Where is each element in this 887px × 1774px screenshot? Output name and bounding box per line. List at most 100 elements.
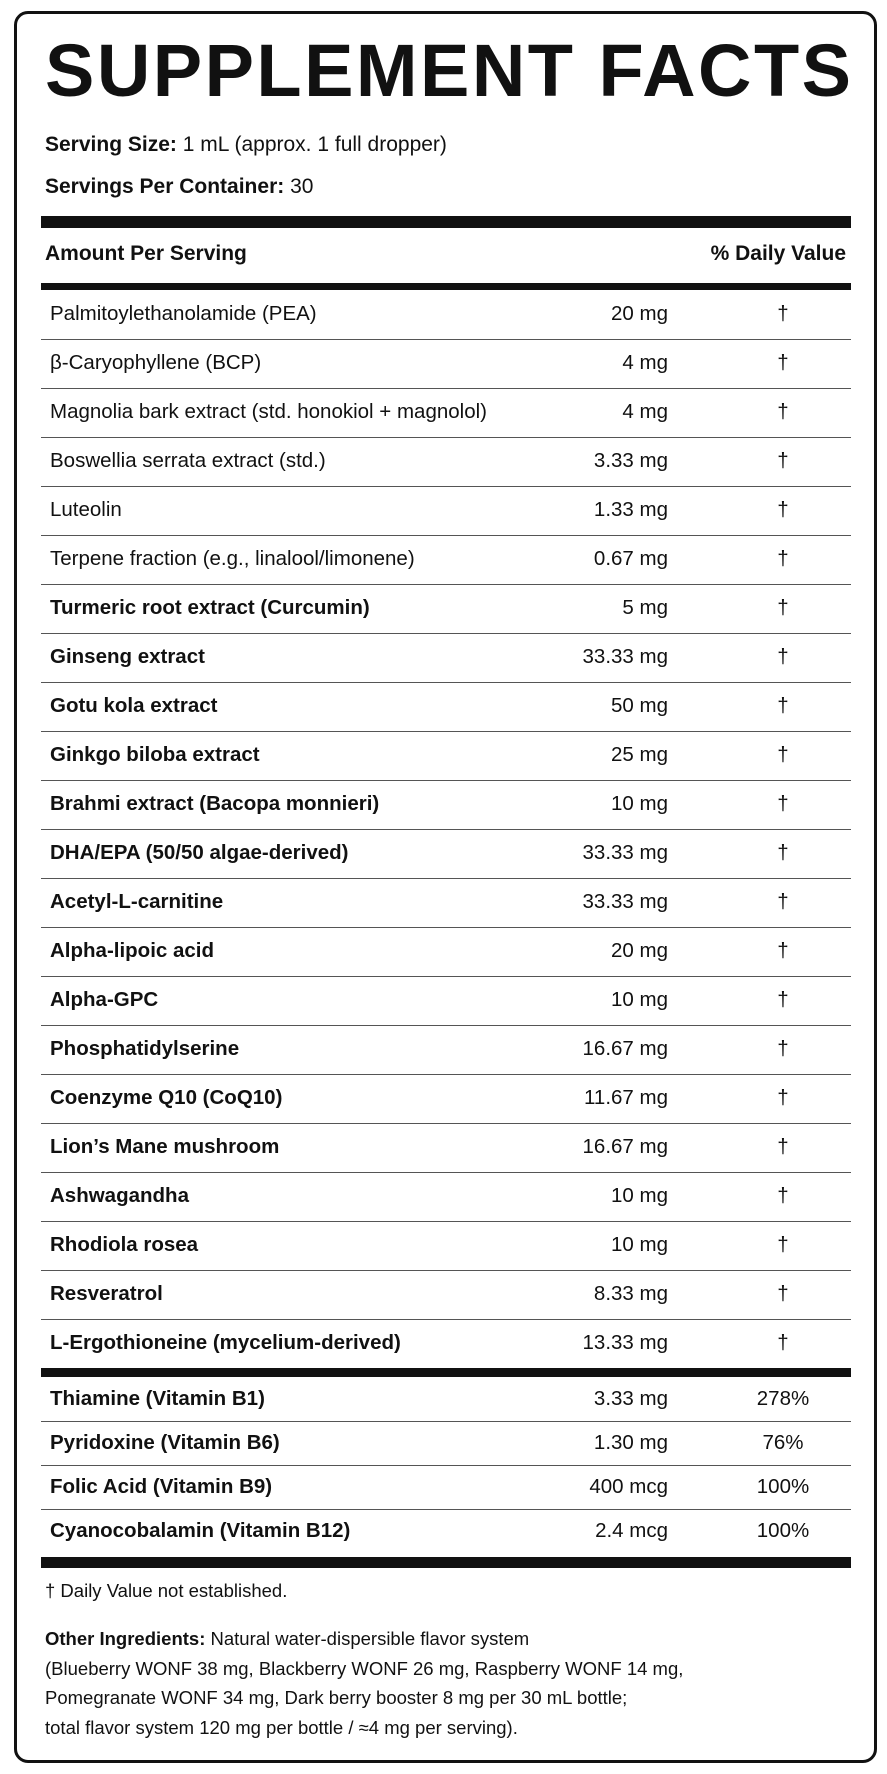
- ingredient-name: Turmeric root extract (Curcumin): [50, 596, 370, 620]
- ingredient-name: L-Ergothioneine (mycelium-derived): [50, 1331, 401, 1355]
- ingredient-dv: †: [777, 1233, 789, 1257]
- thick-rule: [41, 1368, 851, 1377]
- other-ingredients-line: (Blueberry WONF 38 mg, Blackberry WONF 2…: [45, 1657, 683, 1681]
- ingredient-dv: †: [777, 351, 789, 375]
- other-ingredients-line: Pomegranate WONF 34 mg, Dark berry boost…: [45, 1686, 627, 1710]
- ingredient-name: Phosphatidylserine: [50, 1037, 240, 1061]
- ingredient-name: Boswellia serrata extract (std.): [50, 449, 326, 473]
- row-divider: [41, 1270, 851, 1271]
- ingredient-name: Magnolia bark extract (std. honokiol + m…: [50, 400, 487, 424]
- vitamin-dv: 278%: [756, 1386, 810, 1410]
- ingredient-amount: 10 mg: [611, 1233, 668, 1257]
- ingredient-amount: 3.33 mg: [593, 449, 668, 473]
- other-ingredients-line: total flavor system 120 mg per bottle / …: [45, 1716, 518, 1740]
- ingredient-dv: †: [777, 939, 789, 963]
- vitamin-amount: 3.33 mg: [593, 1386, 668, 1410]
- ingredient-name: Terpene fraction (e.g., linalool/limonen…: [50, 547, 415, 571]
- row-divider: [41, 633, 851, 634]
- ingredient-name: Gotu kola extract: [50, 694, 218, 718]
- ingredient-dv: †: [777, 1135, 789, 1159]
- row-divider: [41, 829, 851, 830]
- vitamin-dv: 100%: [756, 1518, 810, 1542]
- ingredient-dv: †: [777, 449, 789, 473]
- ingredient-amount: 8.33 mg: [593, 1282, 668, 1306]
- vitamin-amount: 1.30 mg: [593, 1430, 668, 1454]
- ingredient-dv: †: [777, 547, 789, 571]
- row-divider: [41, 1172, 851, 1173]
- ingredient-amount: 0.67 mg: [593, 547, 668, 571]
- row-divider: [41, 1509, 851, 1510]
- ingredient-dv: †: [777, 1331, 789, 1355]
- ingredient-amount: 4 mg: [622, 400, 668, 424]
- title-box: SUPPLEMENT FACTS: [45, 29, 851, 112]
- ingredient-name: Brahmi extract (Bacopa monnieri): [50, 792, 380, 816]
- ingredient-amount: 16.67 mg: [582, 1037, 668, 1061]
- row-divider: [41, 1025, 851, 1026]
- row-divider: [41, 1421, 851, 1422]
- row-divider: [41, 976, 851, 977]
- serving-value: 1 mL (approx. 1 full dropper): [182, 133, 447, 156]
- ingredient-name: Rhodiola rosea: [50, 1233, 199, 1257]
- ingredient-amount: 33.33 mg: [582, 645, 668, 669]
- ingredient-amount: 20 mg: [611, 302, 668, 326]
- ingredient-name: β-Caryophyllene (BCP): [50, 351, 262, 375]
- ingredient-dv: †: [777, 1282, 789, 1306]
- ingredient-dv: †: [777, 1086, 789, 1110]
- serving-label: Serving Size:: [45, 133, 177, 156]
- row-divider: [41, 1221, 851, 1222]
- vitamin-name: Folic Acid (Vitamin B9): [50, 1474, 273, 1498]
- ingredient-dv: †: [777, 988, 789, 1012]
- ingredient-dv: †: [777, 743, 789, 767]
- serving-line: Serving Size: 1 mL (approx. 1 full dropp…: [45, 132, 447, 158]
- ingredient-dv: †: [777, 645, 789, 669]
- ingredient-name: Ginkgo biloba extract: [50, 743, 260, 767]
- ingredient-amount: 20 mg: [611, 939, 668, 963]
- other-ingredients-text: total flavor system 120 mg per bottle / …: [45, 1716, 518, 1738]
- vitamin-name: Pyridoxine (Vitamin B6): [50, 1430, 280, 1454]
- ingredient-name: Alpha-lipoic acid: [50, 939, 215, 963]
- row-divider: [41, 682, 851, 683]
- thick-rule: [41, 216, 851, 228]
- row-divider: [41, 731, 851, 732]
- ingredient-amount: 10 mg: [611, 792, 668, 816]
- title: SUPPLEMENT FACTS: [45, 29, 851, 112]
- ingredient-dv: †: [777, 596, 789, 620]
- ingredient-amount: 11.67 mg: [584, 1086, 668, 1110]
- ingredient-name: Coenzyme Q10 (CoQ10): [50, 1086, 283, 1110]
- ingredient-amount: 16.67 mg: [582, 1135, 668, 1159]
- ingredient-amount: 33.33 mg: [582, 890, 668, 914]
- ingredient-name: Palmitoylethanolamide (PEA): [50, 302, 317, 326]
- ingredient-amount: 10 mg: [611, 1184, 668, 1208]
- footnote: † Daily Value not established.: [45, 1579, 288, 1601]
- other-ingredients-label: Other Ingredients:: [45, 1628, 206, 1649]
- ingredient-dv: †: [777, 694, 789, 718]
- row-divider: [41, 1074, 851, 1075]
- ingredient-dv: †: [777, 1037, 789, 1061]
- ingredient-amount: 5 mg: [622, 596, 668, 620]
- row-divider: [41, 486, 851, 487]
- row-divider: [41, 1319, 851, 1320]
- ingredient-dv: †: [777, 841, 789, 865]
- row-divider: [41, 878, 851, 879]
- row-divider: [41, 437, 851, 438]
- ingredient-name: Resveratrol: [50, 1282, 163, 1306]
- other-ingredients-line: Other Ingredients: Natural water-dispers…: [45, 1627, 529, 1651]
- thick-rule: [41, 283, 851, 290]
- row-divider: [41, 927, 851, 928]
- ingredient-name: Alpha-GPC: [50, 988, 159, 1012]
- ingredient-amount: 50 mg: [611, 694, 668, 718]
- ingredient-amount: 10 mg: [611, 988, 668, 1012]
- ingredient-amount: 1.33 mg: [593, 498, 668, 522]
- row-divider: [41, 1123, 851, 1124]
- ingredient-dv: †: [777, 890, 789, 914]
- ingredient-name: Luteolin: [50, 498, 122, 522]
- ingredient-amount: 25 mg: [611, 743, 668, 767]
- thick-rule: [41, 1557, 851, 1568]
- row-divider: [41, 584, 851, 585]
- header-dv: % Daily Value: [710, 242, 846, 266]
- vitamin-dv: 76%: [762, 1430, 804, 1454]
- header-amount: Amount Per Serving: [45, 242, 247, 266]
- vitamin-name: Cyanocobalamin (Vitamin B12): [50, 1518, 351, 1542]
- row-divider: [41, 535, 851, 536]
